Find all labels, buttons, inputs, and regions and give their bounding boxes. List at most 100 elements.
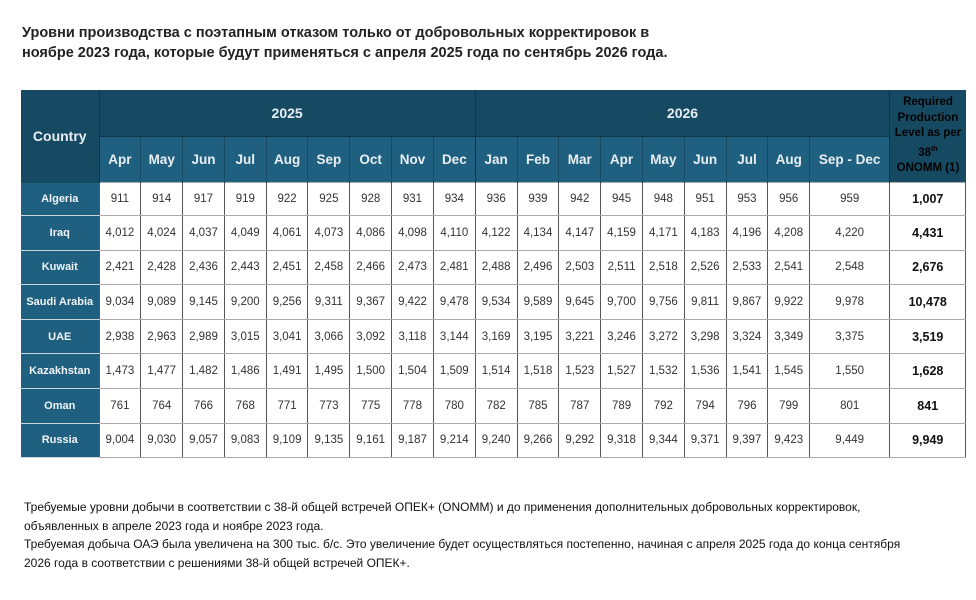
value-cell: 4,122 <box>474 215 518 251</box>
month-header: Dec <box>433 136 476 183</box>
table-row: UAE 2,938 2,963 2,989 3,015 3,041 3,066 3,092 3,… <box>21 318 967 355</box>
value-cell: 4,037 <box>182 215 225 251</box>
value-cell: 780 <box>432 387 476 424</box>
table-row: Russia 9,004 9,030 9,057 9,083 9,109 9,135 9,16… <box>21 422 967 459</box>
value-cell: 2,473 <box>391 249 434 286</box>
value-cell: 9,811 <box>683 284 727 320</box>
value-cell: 1,500 <box>349 353 393 389</box>
value-cell: 917 <box>182 182 225 216</box>
country-cell: UAE <box>21 319 99 355</box>
value-cell: 922 <box>265 182 309 216</box>
value-cell: 2,938 <box>98 318 142 355</box>
country-cell: Saudi Arabia <box>21 284 99 320</box>
value-cell: 9,292 <box>558 422 602 459</box>
table-row: Saudi Arabia 9,034 9,089 9,145 9,200 9,256 9,3… <box>21 284 967 320</box>
month-header: Mar <box>558 136 602 183</box>
required-level-cell: 2,676 <box>889 249 967 286</box>
value-cell: 768 <box>223 387 267 424</box>
value-cell: 9,423 <box>767 422 811 459</box>
required-header-line: 38 <box>918 146 932 159</box>
footnote-1: Требуемые уровни добычи в соответствии с… <box>24 500 861 533</box>
value-cell: 936 <box>474 182 518 216</box>
value-cell: 2,511 <box>600 249 643 286</box>
value-cell: 1,482 <box>182 353 225 389</box>
value-cell: 2,518 <box>641 249 685 286</box>
value-cell: 3,169 <box>474 318 518 355</box>
value-cell: 2,466 <box>349 249 393 286</box>
value-cell: 782 <box>474 387 518 424</box>
value-cell: 953 <box>725 182 769 216</box>
table-row: Kuwait 2,421 2,428 2,436 2,443 2,451 2,458 2,46… <box>21 249 967 286</box>
value-cell: 2,451 <box>265 249 309 286</box>
value-cell: 9,145 <box>182 284 225 320</box>
value-cell: 9,109 <box>265 422 309 459</box>
value-cell: 3,066 <box>307 318 351 355</box>
value-cell: 2,421 <box>98 249 142 286</box>
month-header: Sep - Dec <box>809 136 891 183</box>
value-cell: 9,083 <box>223 422 267 459</box>
table-row: Algeria 911 914 917 919 922 925 928 931 934 936 939… <box>21 182 967 216</box>
month-header: Jun <box>684 136 727 183</box>
value-cell: 934 <box>432 182 476 216</box>
value-cell: 1,532 <box>641 353 685 389</box>
value-cell: 4,086 <box>349 215 393 251</box>
value-cell: 785 <box>516 387 560 424</box>
value-cell: 9,318 <box>600 422 643 459</box>
value-cell: 4,183 <box>683 215 727 251</box>
value-cell: 9,187 <box>391 422 434 459</box>
production-table-container: Country 2025 2026 Required Production Le… <box>21 90 967 459</box>
month-header: Apr <box>99 136 142 183</box>
value-cell: 1,545 <box>767 353 811 389</box>
month-header-row: Apr May Jun Jul Aug Sep Oct Nov Dec Jan Feb Mar Apr M… <box>21 136 966 183</box>
country-cell: Kazakhstan <box>21 353 99 389</box>
value-cell: 1,509 <box>432 353 476 389</box>
value-cell: 1,495 <box>307 353 351 389</box>
value-cell: 4,171 <box>641 215 685 251</box>
value-cell: 3,298 <box>683 318 727 355</box>
value-cell: 4,012 <box>98 215 142 251</box>
value-cell: 3,041 <box>265 318 309 355</box>
required-level-cell: 1,007 <box>889 182 967 216</box>
value-cell: 9,449 <box>809 422 891 459</box>
required-level-cell: 4,431 <box>889 215 967 251</box>
value-cell: 9,700 <box>600 284 643 320</box>
value-cell: 919 <box>223 182 267 216</box>
value-cell: 2,526 <box>683 249 727 286</box>
value-cell: 775 <box>349 387 393 424</box>
page-title: Уровни производства с поэтапным отказом … <box>22 25 668 61</box>
value-cell: 9,478 <box>432 284 476 320</box>
value-cell: 9,311 <box>307 284 351 320</box>
month-header: Aug <box>266 136 309 183</box>
value-cell: 3,246 <box>600 318 643 355</box>
value-cell: 4,049 <box>223 215 267 251</box>
value-cell: 945 <box>600 182 643 216</box>
value-cell: 9,240 <box>474 422 518 459</box>
value-cell: 1,514 <box>474 353 518 389</box>
value-cell: 1,491 <box>265 353 309 389</box>
required-level-cell: 3,519 <box>889 318 967 355</box>
table-row: Oman 761 764 766 768 771 773 775 778 780 782 785 787… <box>21 387 967 424</box>
month-header: Jun <box>182 136 225 183</box>
value-cell: 766 <box>182 387 225 424</box>
value-cell: 3,144 <box>432 318 476 355</box>
value-cell: 2,533 <box>725 249 769 286</box>
country-column-header: Country <box>21 90 100 183</box>
country-cell: Kuwait <box>21 250 99 286</box>
value-cell: 9,161 <box>349 422 393 459</box>
table-row: Kazakhstan 1,473 1,477 1,482 1,486 1,491 1,495… <box>21 353 967 389</box>
value-cell: 789 <box>600 387 643 424</box>
value-cell: 1,541 <box>725 353 769 389</box>
value-cell: 2,428 <box>140 249 184 286</box>
value-cell: 4,098 <box>391 215 434 251</box>
value-cell: 9,922 <box>767 284 811 320</box>
value-cell: 9,367 <box>349 284 393 320</box>
value-cell: 1,550 <box>809 353 891 389</box>
value-cell: 948 <box>641 182 685 216</box>
value-cell: 1,477 <box>140 353 184 389</box>
value-cell: 928 <box>349 182 393 216</box>
value-cell: 9,589 <box>516 284 560 320</box>
value-cell: 942 <box>558 182 602 216</box>
value-cell: 3,195 <box>516 318 560 355</box>
value-cell: 9,089 <box>140 284 184 320</box>
value-cell: 9,371 <box>683 422 727 459</box>
